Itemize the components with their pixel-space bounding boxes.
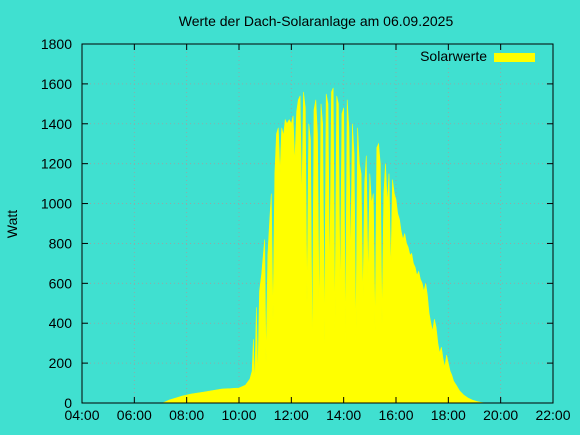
axis-ticks <box>81 43 554 404</box>
y-tick-label: 1400 <box>41 116 72 132</box>
x-tick-label: 06:00 <box>117 407 152 423</box>
y-axis-label: Watt <box>4 210 20 238</box>
y-tick-label: 1000 <box>41 196 72 212</box>
grid <box>82 44 553 403</box>
x-tick-labels: 04:00 06:00 08:00 10:00 12:00 14:00 16:00 18:00… <box>64 407 570 423</box>
y-tick-label: 400 <box>49 315 73 331</box>
plot-frame <box>81 43 554 404</box>
y-tick-label: 200 <box>49 355 73 371</box>
x-tick-label: 20:00 <box>483 407 518 423</box>
legend-label-solarwerte: Solarwerte <box>420 48 487 64</box>
y-tick-label: 0 <box>64 395 72 411</box>
x-tick-label: 18:00 <box>431 407 466 423</box>
y-tick-label: 1800 <box>41 36 72 52</box>
y-tick-label: 600 <box>49 275 73 291</box>
x-tick-label: 16:00 <box>378 407 413 423</box>
x-tick-label: 14:00 <box>326 407 361 423</box>
x-tick-label: 22:00 <box>535 407 570 423</box>
x-tick-label: 12:00 <box>274 407 309 423</box>
chart-title: Werte der Dach-Solaranlage am 06.09.2025 <box>179 13 454 29</box>
y-tick-label: 800 <box>49 235 73 251</box>
x-tick-label: 08:00 <box>169 407 204 423</box>
y-tick-label: 1200 <box>41 156 72 172</box>
y-tick-labels: 0 200 400 600 800 1000 1200 1400 1600 1800 <box>41 36 72 411</box>
legend-swatch-solarwerte <box>494 53 535 62</box>
x-tick-label: 10:00 <box>221 407 256 423</box>
y-tick-label: 1600 <box>41 76 72 92</box>
legend: Solarwerte <box>420 48 535 64</box>
series-area-solarwerte <box>162 87 486 404</box>
x-tick-label: 04:00 <box>64 407 99 423</box>
